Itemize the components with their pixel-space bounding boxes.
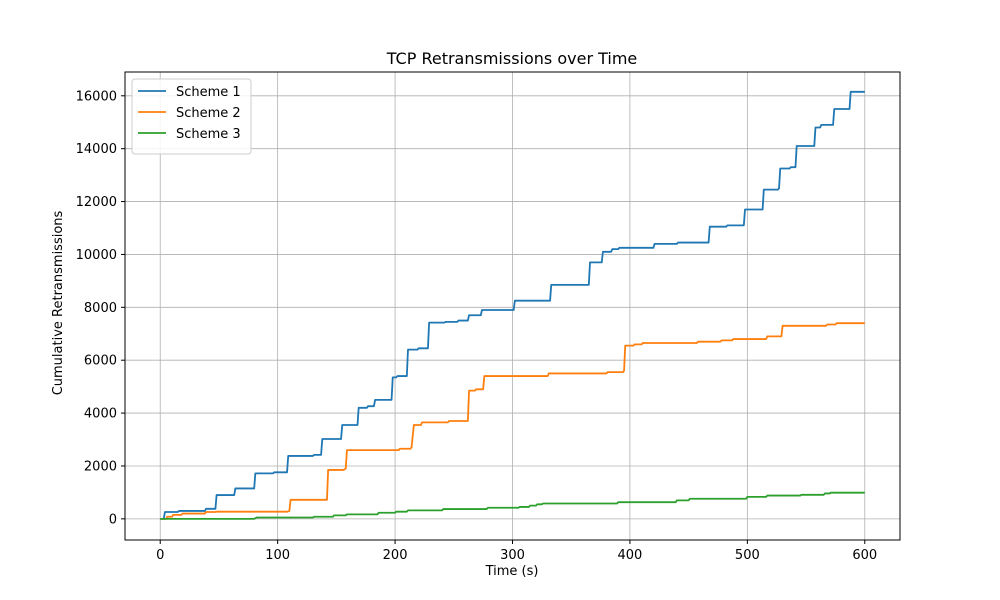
series-line-3 — [160, 491, 865, 520]
x-tick-label: 300 — [500, 548, 525, 563]
x-tick-label: 200 — [383, 548, 408, 563]
y-tick-label: 14000 — [76, 142, 117, 157]
y-tick-label: 0 — [109, 512, 117, 527]
x-axis-label: Time (s) — [485, 564, 539, 579]
plot-lines — [160, 90, 865, 520]
legend-label: Scheme 3 — [176, 127, 241, 142]
series-line-2 — [160, 322, 865, 520]
x-tick-label: 100 — [265, 548, 290, 563]
series-line-1 — [160, 90, 865, 520]
y-tick-label: 4000 — [84, 407, 117, 422]
x-tick-label: 600 — [852, 548, 877, 563]
x-axis: 0 100 200 300 400 500 600 — [156, 540, 877, 563]
x-tick-label: 400 — [618, 548, 643, 563]
y-tick-label: 12000 — [76, 195, 117, 210]
y-axis-label: Cumulative Retransmissions — [51, 210, 66, 395]
y-tick-label: 6000 — [84, 354, 117, 369]
y-tick-label: 10000 — [76, 248, 117, 263]
legend: Scheme 1 Scheme 2 Scheme 3 — [131, 78, 252, 155]
legend-label: Scheme 1 — [176, 85, 241, 100]
x-tick-label: 500 — [735, 548, 760, 563]
y-axis: 0 2000 4000 6000 8000 10000 12000 14000 16000 — [76, 89, 125, 527]
y-tick-label: 2000 — [84, 459, 117, 474]
y-tick-label: 8000 — [84, 301, 117, 316]
y-tick-label: 16000 — [76, 89, 117, 104]
legend-label: Scheme 2 — [176, 106, 241, 121]
x-tick-label: 0 — [156, 548, 164, 563]
chart-title: TCP Retransmissions over Time — [386, 49, 638, 68]
plot-frame — [124, 71, 901, 541]
legend-box — [131, 78, 252, 155]
